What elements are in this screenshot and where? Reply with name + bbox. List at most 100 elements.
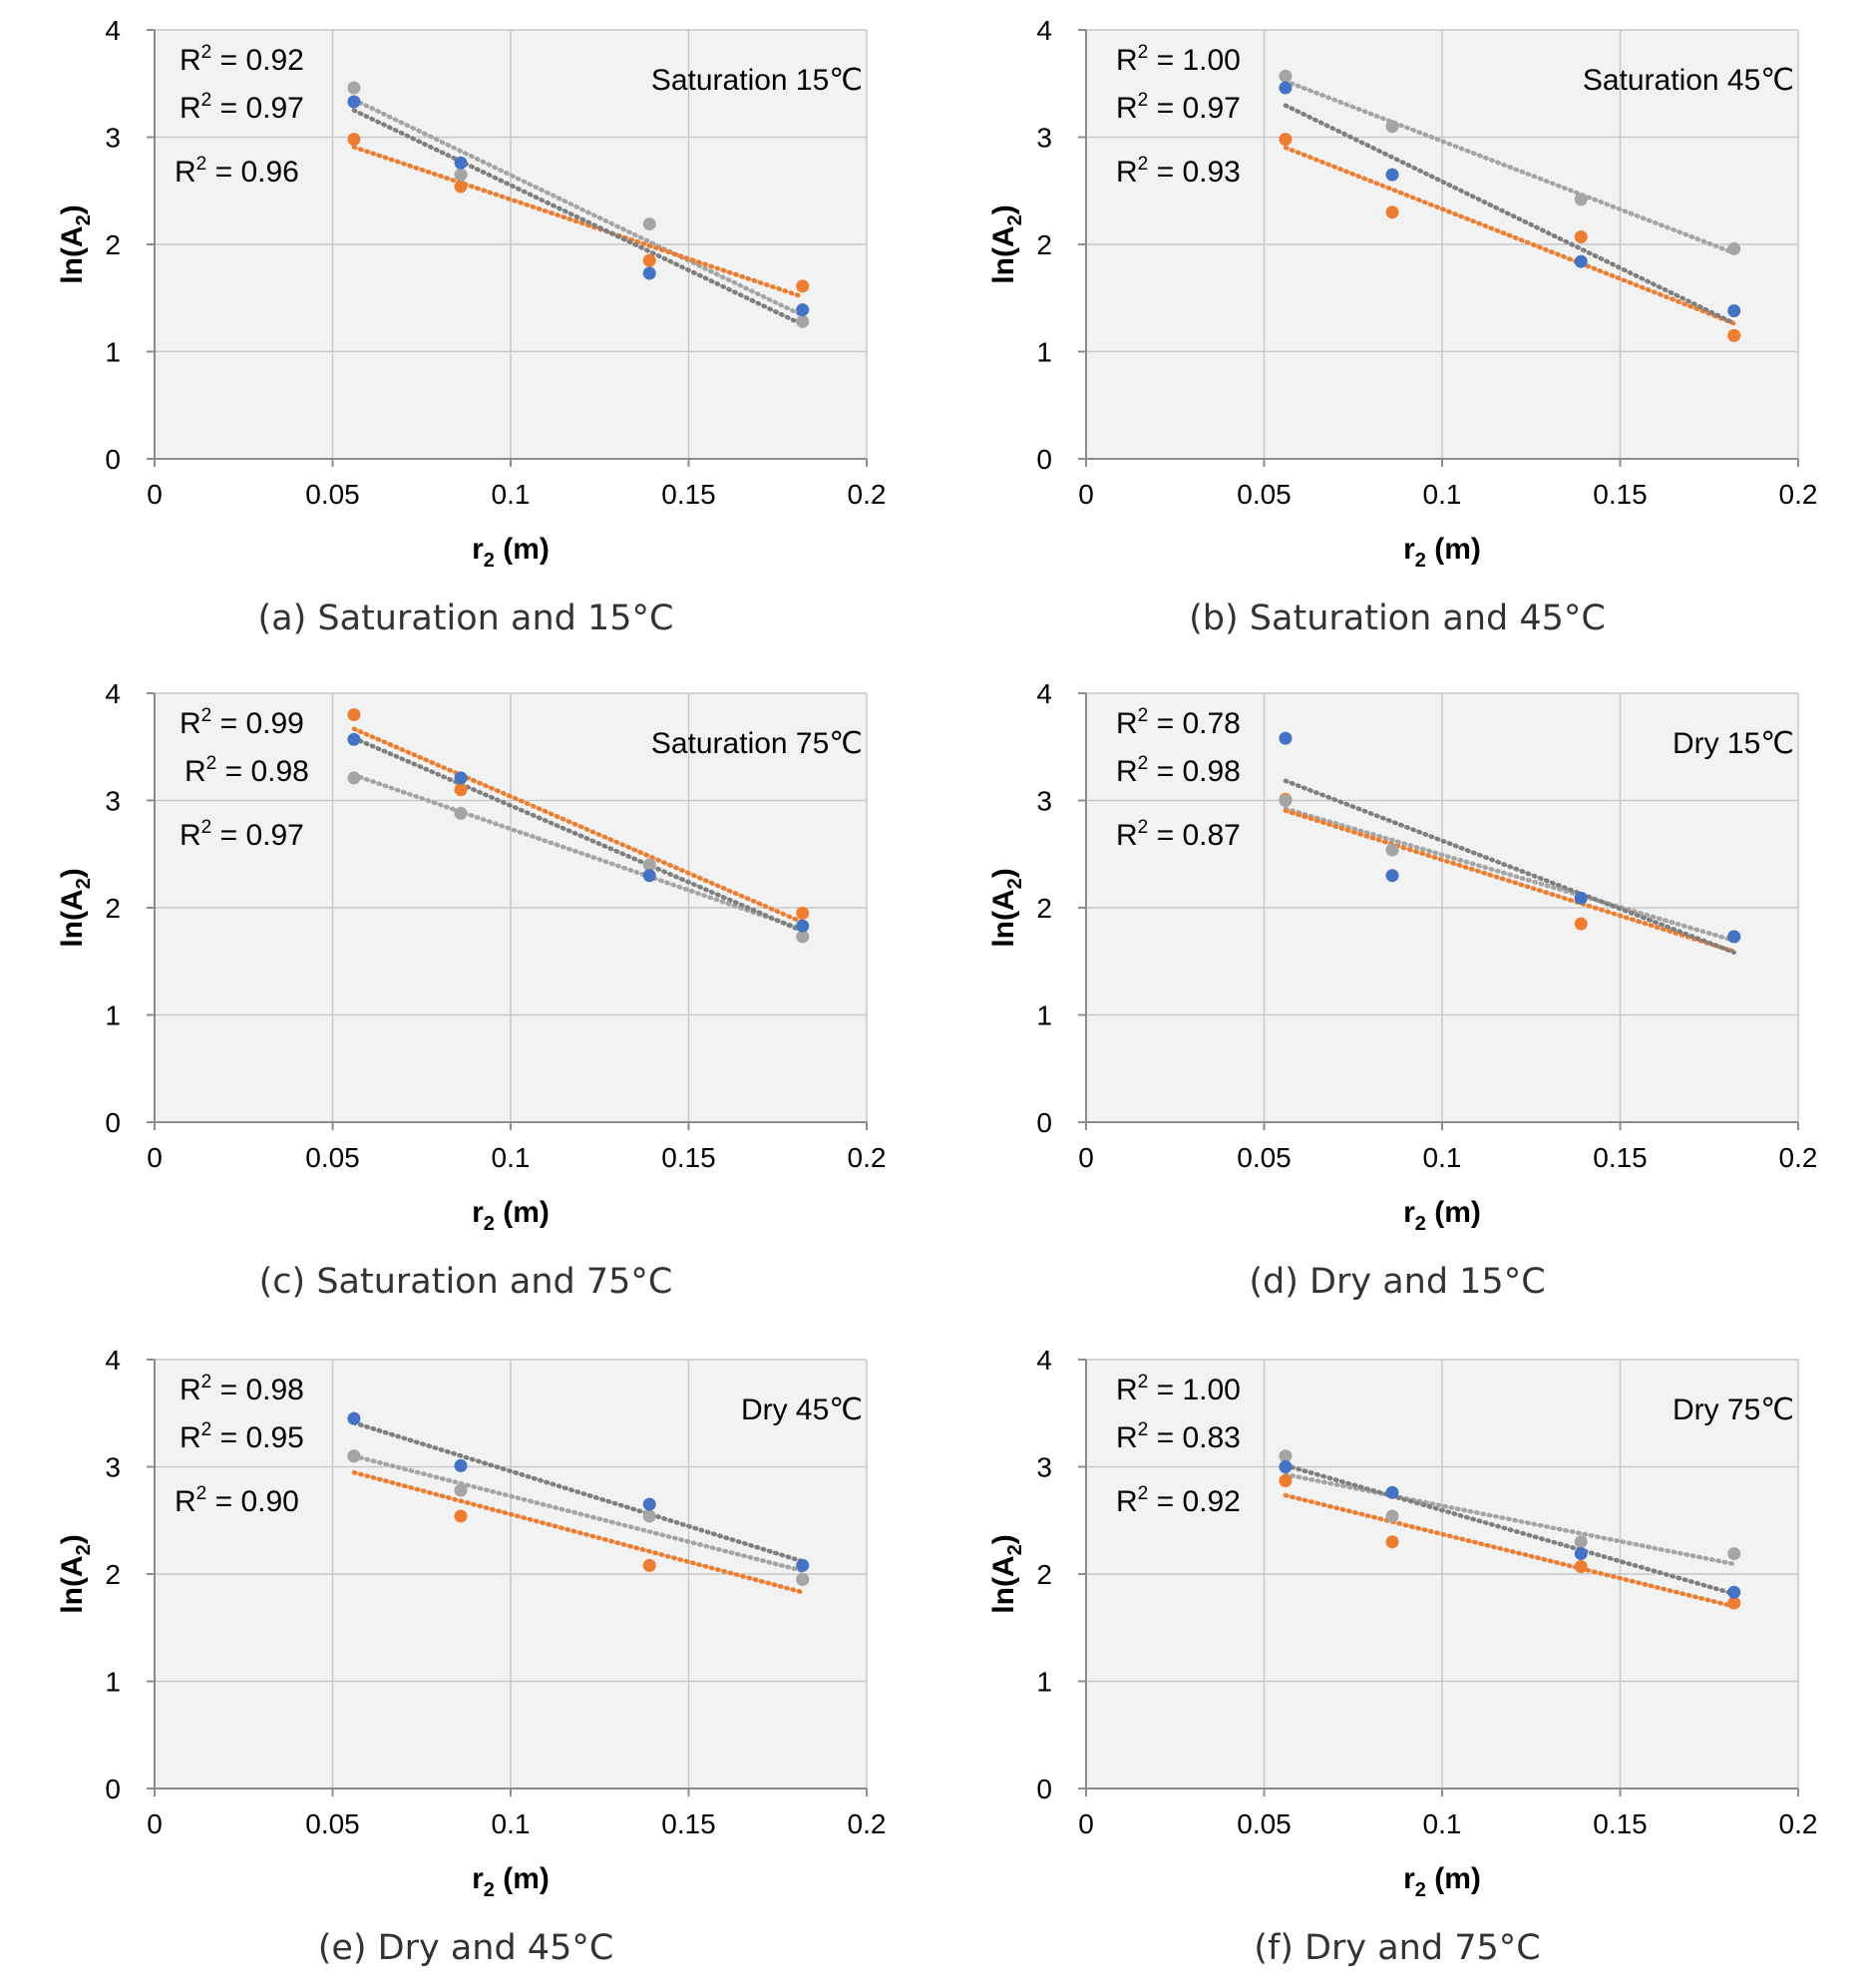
r-squared-value: = 1.00	[1148, 44, 1241, 77]
data-point-blue	[1574, 1547, 1588, 1561]
x-tick-label: 0.2	[1779, 479, 1818, 510]
x-axis-label-unit: (m)	[1426, 1862, 1481, 1895]
data-point-orange	[1574, 917, 1588, 931]
x-tick-label: 0.05	[305, 1142, 360, 1173]
trendline-orange	[1283, 145, 1736, 326]
x-axis-label-subscript: 2	[484, 1879, 495, 1901]
x-axis-label-subscript: 2	[484, 1213, 495, 1235]
data-point-blue	[1279, 1460, 1293, 1473]
trendline-gray	[351, 97, 805, 318]
x-tick-label: 0.05	[305, 479, 360, 510]
y-axis-label-end: )	[987, 868, 1020, 878]
r-squared-prefix: R	[1116, 1485, 1138, 1518]
r-squared-label: R2 = 0.87	[1116, 817, 1241, 852]
x-tick-label: 0.15	[1593, 479, 1648, 510]
r-squared-value: = 0.93	[1148, 156, 1241, 189]
r-squared-label: R2 = 0.99	[180, 705, 304, 740]
r-squared-value: = 0.97	[1148, 92, 1241, 125]
y-tick-label: 2	[1036, 229, 1052, 260]
x-tick-label: 0	[1078, 1808, 1094, 1839]
data-point-orange	[1574, 1559, 1588, 1573]
data-point-orange	[642, 1558, 656, 1572]
r-squared-prefix: R	[175, 156, 196, 189]
data-point-orange	[1574, 229, 1588, 243]
r-squared-label: R2 = 0.96	[175, 154, 299, 189]
r-squared-value: = 0.98	[211, 1374, 304, 1406]
data-point-gray	[1574, 1535, 1588, 1549]
data-point-blue	[1727, 304, 1741, 318]
data-point-orange	[796, 279, 810, 293]
data-point-gray	[347, 1449, 361, 1463]
r-squared-label: R2 = 0.92	[180, 42, 304, 77]
y-axis-label-end: )	[987, 1534, 1020, 1544]
x-tick-label: 0.15	[661, 479, 716, 510]
r-squared-value: = 0.95	[211, 1421, 304, 1454]
y-tick-label: 0	[1036, 444, 1052, 475]
data-point-blue	[454, 156, 468, 170]
y-tick-label: 0	[105, 1774, 121, 1804]
r-squared-label: R2 = 0.78	[1116, 705, 1241, 740]
x-tick-label: 0.05	[305, 1808, 360, 1839]
x-axis-label: r2 (m)	[472, 1862, 550, 1901]
r-squared-superscript: 2	[1138, 817, 1149, 838]
x-axis-label-main: r	[472, 1196, 484, 1229]
x-axis-label: r2 (m)	[1403, 533, 1481, 572]
data-point-gray	[454, 168, 468, 182]
chart-caption: (c) Saturation and 75°C	[258, 1262, 673, 1302]
r-squared-value: = 0.90	[206, 1485, 299, 1518]
r-squared-superscript: 2	[1138, 1483, 1149, 1504]
data-point-blue	[1385, 1485, 1399, 1499]
x-tick-label: 0.15	[661, 1808, 716, 1839]
data-point-orange	[1279, 133, 1293, 147]
y-tick-label: 3	[1036, 786, 1052, 817]
condition-label: Saturation 75℃	[651, 727, 863, 760]
data-point-blue	[347, 732, 361, 746]
y-tick-label: 3	[1036, 1452, 1052, 1483]
trendline-orange	[351, 145, 805, 299]
x-tick-label: 0.1	[492, 479, 531, 510]
y-axis-label: ln(A2)	[56, 868, 95, 947]
x-axis-label-subscript: 2	[484, 550, 495, 572]
data-point-orange	[454, 1509, 468, 1523]
r-squared-superscript: 2	[1138, 42, 1149, 63]
trendline-orange	[351, 1469, 805, 1595]
x-axis-label-unit: (m)	[495, 533, 550, 566]
trendline-orange	[1283, 808, 1736, 955]
y-tick-label: 0	[1036, 1107, 1052, 1138]
condition-label: Dry 45℃	[741, 1393, 863, 1426]
r-squared-superscript: 2	[196, 1483, 207, 1504]
r-squared-prefix: R	[1116, 92, 1138, 125]
x-tick-label: 0.15	[1593, 1808, 1648, 1839]
r-squared-superscript: 2	[201, 1372, 212, 1392]
x-axis-label-unit: (m)	[495, 1862, 550, 1895]
chart-panel: 0 0.05 0.1 0.15 0.2 0 1 2 3 4 r2 (m) ln(A2) Dry 75℃ R…	[932, 1330, 1863, 1988]
x-axis-label-subscript: 2	[1415, 1213, 1426, 1235]
x-tick-label: 0.2	[1779, 1142, 1818, 1173]
x-tick-label: 0.2	[848, 1808, 887, 1839]
data-point-gray	[796, 1572, 810, 1586]
data-point-orange	[1727, 328, 1741, 342]
y-tick-label: 3	[105, 1452, 121, 1483]
x-axis-label: r2 (m)	[1403, 1862, 1481, 1901]
y-axis-label-main: ln(A	[56, 889, 89, 947]
y-tick-label: 0	[1036, 1774, 1052, 1804]
x-tick-label: 0.1	[1423, 1142, 1462, 1173]
data-point-blue	[1279, 81, 1293, 95]
chart-panel: 0 0.05 0.1 0.15 0.2 0 1 2 3 4 r2 (m) ln(A2) Saturati…	[0, 0, 932, 658]
chart-panel: 0 0.05 0.1 0.15 0.2 0 1 2 3 4 r2 (m) ln(A2) Saturati…	[0, 663, 932, 1322]
chart-caption: (a) Saturation and 15°C	[257, 598, 674, 638]
r-squared-prefix: R	[180, 819, 201, 852]
data-point-orange	[796, 906, 810, 920]
r-squared-value: = 0.99	[211, 707, 304, 740]
data-point-gray	[796, 930, 810, 944]
y-tick-label: 1	[1036, 337, 1052, 368]
r-squared-prefix: R	[175, 1485, 196, 1518]
r-squared-prefix: R	[1116, 156, 1138, 189]
y-tick-label: 2	[105, 893, 121, 924]
data-point-orange	[1385, 1535, 1399, 1549]
x-tick-label: 0.15	[1593, 1142, 1648, 1173]
